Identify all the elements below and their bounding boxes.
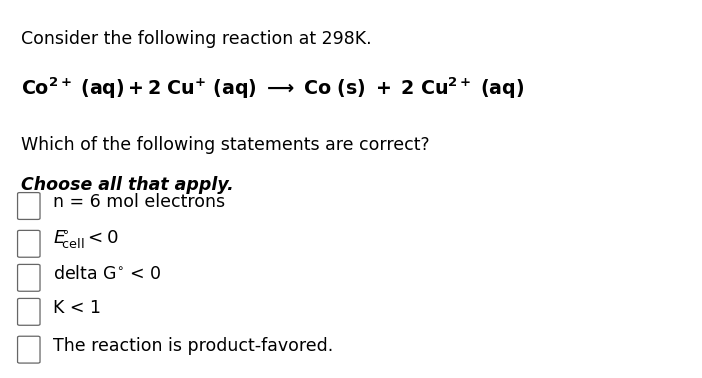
Text: Consider the following reaction at 298K.: Consider the following reaction at 298K. (21, 30, 371, 48)
Text: $\mathbf{Co^{2+}\ (aq) + 2\ Cu^{+}\ (aq)\ \longrightarrow\ Co\ (s)\ +\ 2\ Cu^{2+: $\mathbf{Co^{2+}\ (aq) + 2\ Cu^{+}\ (aq)… (21, 76, 524, 101)
Text: Which of the following statements are correct?: Which of the following statements are co… (21, 136, 430, 154)
FancyBboxPatch shape (18, 193, 40, 219)
FancyBboxPatch shape (18, 265, 40, 291)
FancyBboxPatch shape (18, 299, 40, 325)
Text: n = 6 mol electrons: n = 6 mol electrons (53, 193, 225, 211)
Text: The reaction is product-favored.: The reaction is product-favored. (53, 337, 333, 355)
Text: Choose all that apply.: Choose all that apply. (21, 176, 234, 194)
FancyBboxPatch shape (18, 336, 40, 363)
Text: $E\!^{\circ}_{\mathrm{cell}}$$ < 0$: $E\!^{\circ}_{\mathrm{cell}}$$ < 0$ (53, 229, 119, 251)
Text: K < 1: K < 1 (53, 299, 100, 317)
Text: delta G$^{\circ}$ < 0: delta G$^{\circ}$ < 0 (53, 265, 161, 283)
FancyBboxPatch shape (18, 230, 40, 257)
